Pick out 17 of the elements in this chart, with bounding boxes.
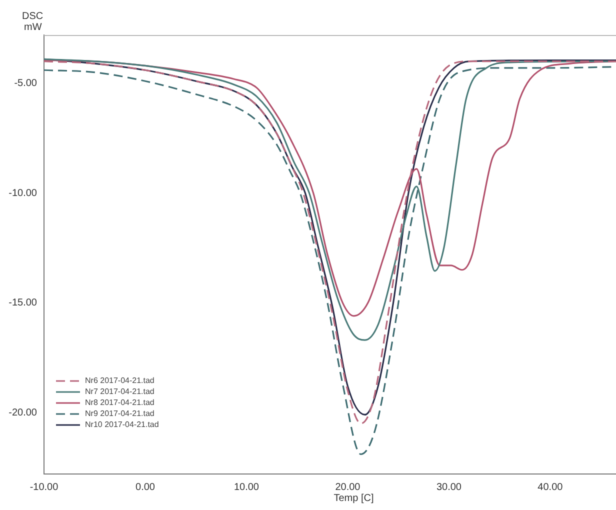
x-tick-label: 30.00: [436, 482, 462, 493]
y-tick-label: -5.00: [14, 78, 38, 90]
legend-label: Nr8 2017-04-21.tad: [85, 398, 154, 408]
y-tick-label: -10.00: [8, 188, 38, 199]
legend-label: Nr6 2017-04-21.tad: [85, 376, 154, 386]
y-tick-label: -20.00: [8, 407, 38, 418]
x-tick-label: -10.00: [30, 482, 59, 493]
y-tick-label: -15.00: [8, 298, 38, 309]
x-tick-label: 40.00: [538, 482, 564, 493]
x-tick-label: 20.00: [335, 482, 361, 493]
x-tick-label: 0.00: [136, 482, 156, 493]
legend-label: Nr10 2017-04-21.tad: [85, 420, 159, 430]
legend-label: Nr7 2017-04-21.tad: [85, 387, 154, 396]
x-tick-label: 10.00: [234, 482, 260, 493]
y-axis-title: DSC mW: [22, 10, 44, 33]
x-axis-title: Temp [C]: [334, 492, 374, 504]
legend-label: Nr9 2017-04-21.tad: [85, 409, 154, 418]
